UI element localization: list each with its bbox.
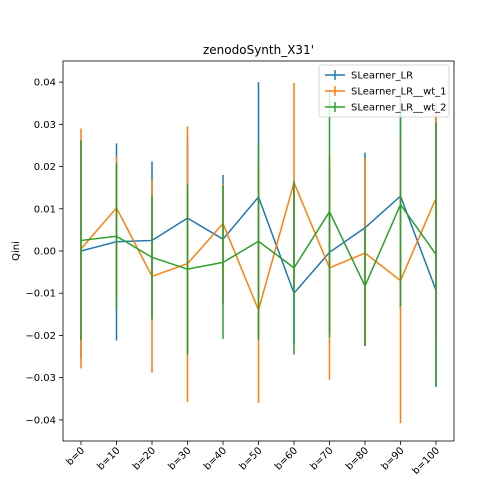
y-tick-label: −0.02 — [25, 331, 56, 342]
x-tick-label: b=60 — [273, 445, 300, 472]
legend-label: SLearner_LR__wt_1 — [351, 87, 447, 98]
y-axis-label: Qini — [11, 241, 22, 261]
legend-item: SLearner_LR__wt_2 — [325, 102, 447, 114]
y-tick-label: 0.03 — [34, 120, 56, 131]
chart-title: zenodoSynth_X31' — [203, 43, 314, 57]
y-tick-label: −0.01 — [25, 289, 56, 300]
series-line — [80, 203, 437, 288]
x-tick-label: b=80 — [344, 445, 371, 472]
x-tick-label: b=10 — [95, 445, 122, 472]
x-tick-label: b=30 — [166, 445, 193, 472]
x-tick-label: b=0 — [64, 445, 87, 468]
y-tick-label: 0.00 — [34, 247, 56, 258]
series-3 — [80, 90, 437, 387]
legend: SLearner_LR SLearner_LR__wt_1 SLearner_LR_… — [318, 64, 450, 118]
x-tick-label: b=40 — [202, 445, 229, 472]
y-tick-label: 0.02 — [34, 162, 56, 173]
x-tick-label: b=50 — [237, 445, 264, 472]
legend-item: SLearner_LR__wt_1 — [325, 86, 447, 98]
x-tick-label: b=20 — [131, 445, 158, 472]
y-tick-label: 0.01 — [34, 204, 56, 215]
legend-label: SLearner_LR__wt_2 — [351, 103, 447, 114]
legend-box — [318, 64, 450, 118]
legend-item: SLearner_LR — [325, 70, 413, 82]
x-tick-label: b=90 — [379, 445, 406, 472]
y-tick-label: −0.04 — [25, 415, 56, 426]
y-tick-label: 0.04 — [34, 78, 56, 89]
x-tick-label: b=70 — [308, 445, 335, 472]
plot-area — [80, 82, 437, 424]
y-tick-label: −0.03 — [25, 373, 56, 384]
axes: −0.04 −0.03 −0.02 −0.01 0.00 0.01 0.02 0.03 0.04… — [25, 60, 455, 477]
legend-label: SLearner_LR — [351, 71, 413, 82]
x-tick-label: b=100 — [410, 445, 442, 477]
